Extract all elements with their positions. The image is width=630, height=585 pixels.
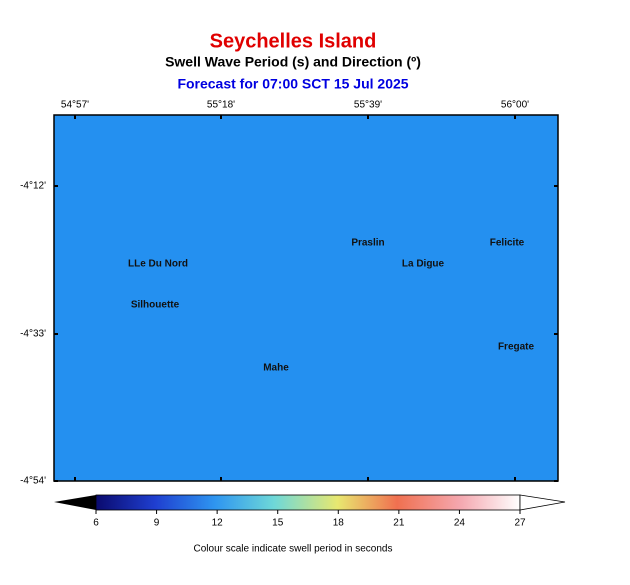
place-label: Mahe [263, 363, 289, 374]
colorbar-tick-label: 18 [333, 518, 345, 529]
colorbar-tick-label: 27 [514, 518, 526, 529]
colorbar [54, 494, 566, 511]
lat-label: -4°54' [20, 476, 46, 487]
colorbar-gradient [95, 494, 521, 511]
lon-label: 55°18' [207, 100, 235, 111]
colorbar-tick-label: 24 [454, 518, 466, 529]
colorbar-tick-label: 12 [212, 518, 224, 529]
lat-label: -4°12' [20, 181, 46, 192]
colorbar-tick-label: 15 [272, 518, 284, 529]
place-label: Praslin [351, 238, 384, 249]
title: Seychelles Island [210, 30, 377, 52]
lon-label: 55°39' [354, 100, 382, 111]
colorbar-tick-label: 21 [393, 518, 405, 529]
place-label: Felicite [490, 238, 525, 249]
lon-label: 56°00' [501, 100, 529, 111]
colorbar-tick-label: 6 [93, 518, 99, 529]
place-label: La Digue [402, 259, 445, 270]
colorbar-caption: Colour scale indicate swell period in se… [194, 544, 393, 555]
colorbar-tick-label: 9 [154, 518, 160, 529]
lon-label: 54°57' [61, 100, 89, 111]
colorbar-low-end [54, 495, 96, 510]
place-label: Fregate [498, 342, 535, 353]
map-area [53, 114, 559, 482]
forecast: Forecast for 07:00 SCT 15 Jul 2025 [177, 76, 408, 92]
lat-label: -4°33' [20, 329, 46, 340]
subtitle: Swell Wave Period (s) and Direction (º) [165, 54, 421, 70]
colorbar-high-end [519, 494, 566, 511]
place-label: Silhouette [131, 300, 180, 311]
place-label: LLe Du Nord [128, 259, 188, 270]
